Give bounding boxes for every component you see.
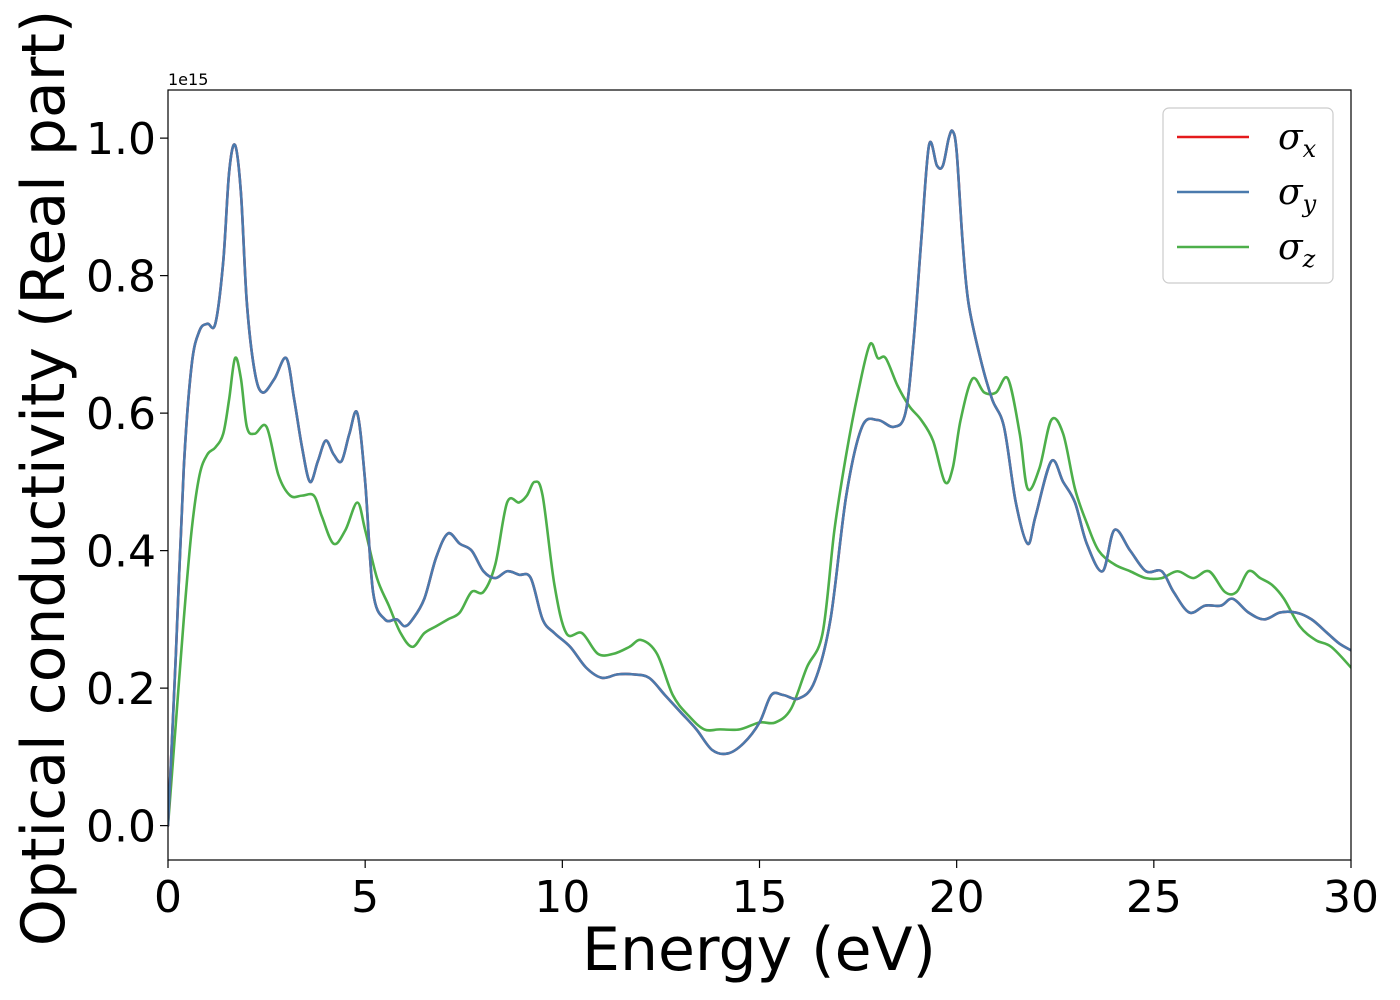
x-tick-label: 25 <box>1126 872 1182 923</box>
x-tick-label: 15 <box>732 872 788 923</box>
y-axis: 0.0 0.2 0.4 0.6 0.8 1.0 <box>86 114 168 853</box>
x-tick-label: 20 <box>929 872 985 923</box>
x-tick-label: 10 <box>534 872 590 923</box>
y-axis-label: Optical conductivity (Real part) <box>9 10 79 947</box>
x-axis: 0 5 10 15 20 25 30 <box>154 860 1379 923</box>
series-layer <box>168 129 1351 827</box>
y-tick-label: 0.4 <box>86 527 156 578</box>
legend-items: σx σy σz <box>1177 117 1317 273</box>
legend-label-z: σz <box>1278 227 1316 273</box>
legend-box <box>1162 107 1334 284</box>
legend-label-y: σy <box>1278 172 1317 218</box>
x-tick-label: 5 <box>351 872 379 923</box>
legend-label-x: σx <box>1278 117 1317 163</box>
x-axis-label: Energy (eV) <box>582 915 936 985</box>
series-line-z <box>168 341 1351 827</box>
legend: σx σy σz <box>1162 107 1334 284</box>
x-tick-label: 0 <box>154 872 182 923</box>
y-tick-label: 0.6 <box>86 389 156 440</box>
y-tick-label: 0.0 <box>86 802 156 853</box>
series-line-y <box>168 129 1351 827</box>
y-tick-label: 0.8 <box>86 252 156 303</box>
y-tick-label: 1.0 <box>86 114 156 165</box>
x-tick-label: 30 <box>1323 872 1379 923</box>
y-tick-label: 0.2 <box>86 664 156 715</box>
y-offset-text: 1e15 <box>168 70 208 89</box>
